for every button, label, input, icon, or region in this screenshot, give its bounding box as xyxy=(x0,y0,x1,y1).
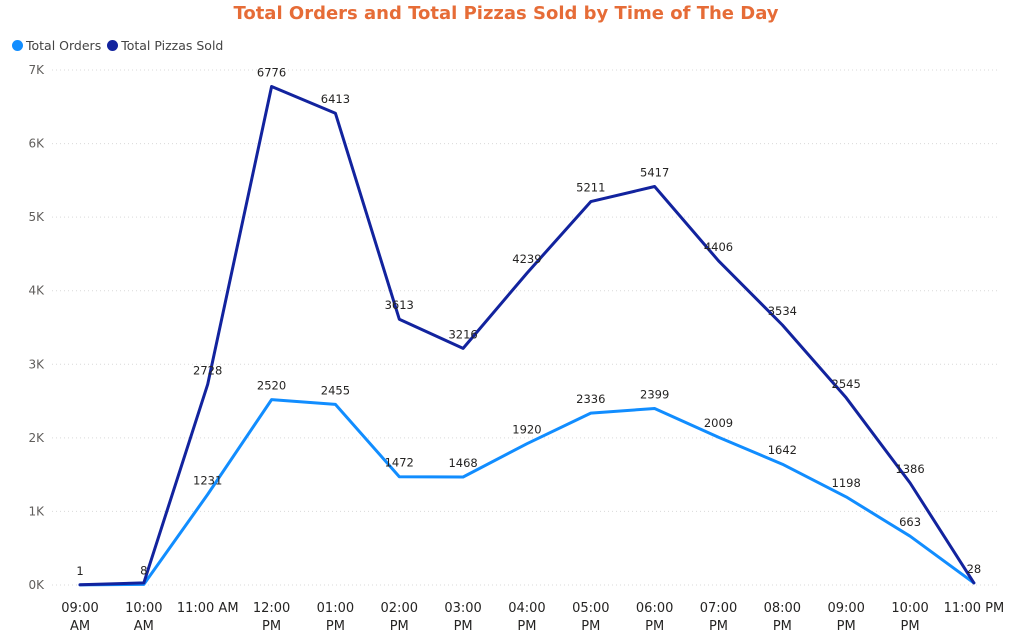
data-label-total-pizzas-sold: 6776 xyxy=(257,65,286,79)
x-tick-label: 07:00 PM xyxy=(700,601,737,634)
y-tick-label: 6K xyxy=(28,137,45,151)
series-line-total-orders xyxy=(78,398,976,587)
x-tick-label: 01:00 PM xyxy=(317,601,354,634)
data-label-total-orders: 663 xyxy=(899,515,921,529)
x-tick-label: 09:00 AM xyxy=(61,601,98,634)
data-label-total-pizzas-sold: 2728 xyxy=(193,363,222,377)
data-label-total-orders: 8 xyxy=(140,563,147,577)
x-tick-label: 06:00 PM xyxy=(636,601,673,634)
data-label-total-orders: 1 xyxy=(76,564,83,578)
legend-marker-total-pizzas-sold xyxy=(107,40,119,51)
legend: Total Orders Total Pizzas Sold xyxy=(12,38,229,53)
y-tick-label: 1K xyxy=(28,504,45,518)
y-tick-label: 0K xyxy=(28,578,45,592)
data-label-total-orders: 2336 xyxy=(576,392,605,406)
x-tick-label: 03:00 PM xyxy=(444,601,481,634)
data-label-total-pizzas-sold: 5211 xyxy=(576,181,605,195)
data-label-total-orders: 2399 xyxy=(640,388,669,402)
data-label-total-pizzas-sold: 3613 xyxy=(385,298,414,312)
chart-title: Total Orders and Total Pizzas Sold by Ti… xyxy=(233,3,779,24)
x-tick-label: 08:00 PM xyxy=(764,601,801,634)
data-label-total-pizzas-sold: 3534 xyxy=(768,304,797,318)
data-label-total-orders: 1472 xyxy=(385,456,414,470)
data-label-total-pizzas-sold: 4406 xyxy=(704,240,733,254)
data-label-total-pizzas-sold: 28 xyxy=(967,562,982,576)
data-label-total-orders: 1231 xyxy=(193,473,222,487)
y-tick-label: 2K xyxy=(28,431,45,445)
data-label-total-orders: 1468 xyxy=(448,456,477,470)
x-tick-label: 11:00 AM xyxy=(177,601,239,616)
data-label-total-pizzas-sold: 1386 xyxy=(895,462,924,476)
y-tick-label: 3K xyxy=(28,357,45,371)
x-tick-label: 10:00 AM xyxy=(125,601,162,634)
y-tick-label: 7K xyxy=(28,63,45,77)
data-label-total-orders: 2009 xyxy=(704,416,733,430)
data-label-total-orders: 2455 xyxy=(321,383,350,397)
data-label-total-pizzas-sold: 5417 xyxy=(640,165,669,179)
y-tick-label: 5K xyxy=(28,210,45,224)
x-tick-label: 11:00 PM xyxy=(944,601,1005,616)
legend-item-total-pizzas-sold[interactable]: Total Pizzas Sold xyxy=(107,38,223,53)
x-tick-label: 10:00 PM xyxy=(891,601,928,634)
data-label-total-pizzas-sold: 3216 xyxy=(448,327,477,341)
legend-label-total-pizzas-sold: Total Pizzas Sold xyxy=(121,38,224,53)
data-label-total-pizzas-sold: 6413 xyxy=(321,92,350,106)
data-label-total-orders: 1642 xyxy=(768,443,797,457)
x-tick-label: 09:00 PM xyxy=(827,601,864,634)
legend-item-total-orders[interactable]: Total Orders xyxy=(12,38,101,53)
x-tick-label: 02:00 PM xyxy=(381,601,418,634)
data-label-total-pizzas-sold: 2545 xyxy=(832,377,861,391)
data-label-total-orders: 1198 xyxy=(832,476,861,490)
legend-label-total-orders: Total Orders xyxy=(26,38,102,53)
data-label-total-pizzas-sold: 4239 xyxy=(512,252,541,266)
legend-marker-total-orders xyxy=(12,40,23,51)
y-tick-label: 4K xyxy=(28,284,45,298)
x-tick-label: 04:00 PM xyxy=(508,601,545,634)
data-label-total-orders: 2520 xyxy=(257,379,286,393)
x-tick-label: 05:00 PM xyxy=(572,601,609,634)
series-line-total-pizzas-sold xyxy=(78,85,976,587)
x-tick-label: 12:00 PM xyxy=(253,601,290,634)
data-label-total-orders: 1920 xyxy=(512,423,541,437)
